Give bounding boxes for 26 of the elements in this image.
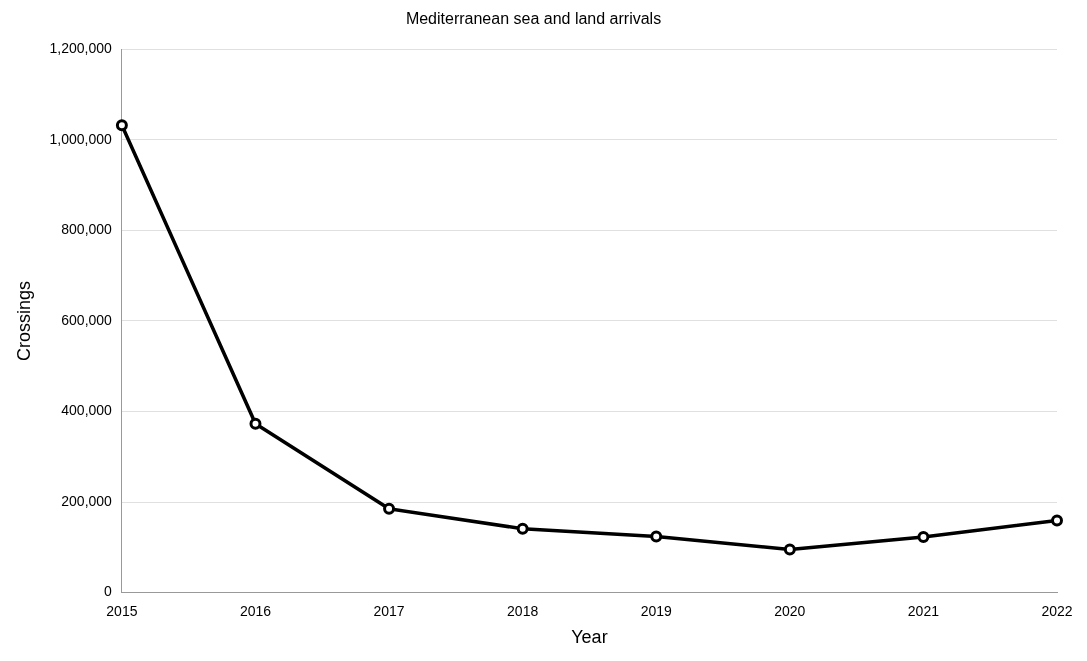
x-tick-label: 2022 [1041, 602, 1073, 619]
x-tick-label: 2021 [907, 602, 940, 619]
point [650, 530, 663, 543]
x-axis-title: Year [571, 627, 608, 648]
y-tick-label: 800,000 [61, 221, 113, 238]
y-tick-label: 0 [104, 583, 113, 600]
x-tick-label: 2019 [640, 602, 673, 619]
point [249, 417, 262, 430]
point [516, 522, 529, 535]
x-tick-label: 2015 [106, 602, 138, 619]
x-tick-label: 2017 [373, 602, 405, 619]
y-tick-label: 1,200,000 [49, 40, 113, 57]
x-tick-label: 2018 [507, 602, 539, 619]
chart-title: Mediterranean sea and land arrivals [405, 10, 662, 28]
y-tick-label: 400,000 [61, 402, 113, 419]
point [115, 119, 128, 132]
y-axis-title: Crossings [13, 280, 34, 361]
x-tick-label: 2020 [774, 602, 806, 619]
y-tick-label: 200,000 [61, 492, 113, 509]
point [783, 543, 796, 556]
point [383, 502, 396, 515]
y-tick-label: 1,000,000 [49, 130, 113, 147]
point [1051, 514, 1063, 527]
y-tick-label: 600,000 [61, 311, 113, 328]
x-tick-label: 2016 [239, 602, 272, 619]
point [917, 530, 930, 543]
